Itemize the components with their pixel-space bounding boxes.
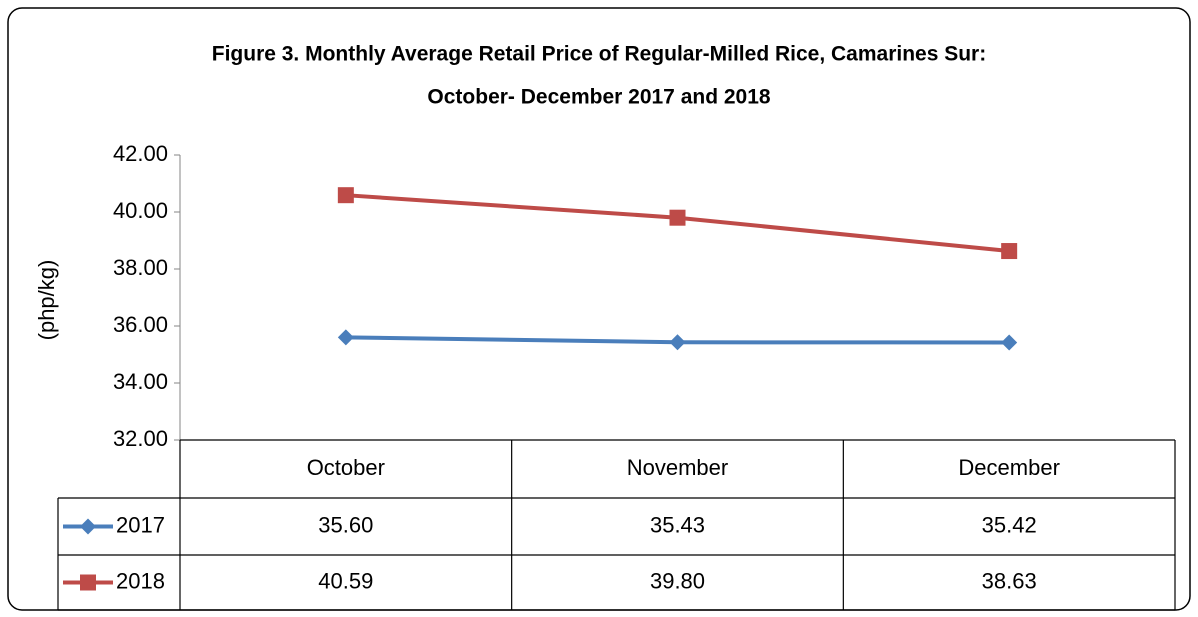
table-value: 38.63 bbox=[982, 568, 1037, 593]
table-value: 39.80 bbox=[650, 568, 705, 593]
chart-title: October- December 2017 and 2018 bbox=[427, 86, 770, 109]
legend-label: 2018 bbox=[116, 568, 165, 593]
x-tick-label: November bbox=[627, 455, 728, 480]
series-marker bbox=[1001, 334, 1018, 351]
y-tick-label: 36.00 bbox=[113, 312, 168, 337]
x-tick-label: October bbox=[307, 455, 385, 480]
y-tick-label: 32.00 bbox=[113, 426, 168, 451]
table-value: 40.59 bbox=[318, 568, 373, 593]
series-marker bbox=[337, 187, 354, 204]
legend-label: 2017 bbox=[116, 512, 165, 537]
y-tick-label: 40.00 bbox=[113, 198, 168, 223]
series-marker bbox=[669, 334, 686, 351]
table-value: 35.60 bbox=[318, 512, 373, 537]
legend-marker bbox=[80, 518, 96, 535]
table-value: 35.42 bbox=[982, 512, 1037, 537]
series-marker bbox=[669, 209, 686, 226]
y-tick-label: 38.00 bbox=[113, 255, 168, 280]
legend-marker bbox=[80, 574, 96, 591]
y-tick-label: 34.00 bbox=[113, 369, 168, 394]
table-value: 35.43 bbox=[650, 512, 705, 537]
chart-title: Figure 3. Monthly Average Retail Price o… bbox=[212, 43, 986, 66]
x-tick-label: December bbox=[958, 455, 1059, 480]
series-marker bbox=[1001, 243, 1018, 260]
series-marker bbox=[337, 329, 354, 346]
y-tick-label: 42.00 bbox=[113, 141, 168, 166]
y-axis-label: (php/kg) bbox=[34, 260, 59, 341]
